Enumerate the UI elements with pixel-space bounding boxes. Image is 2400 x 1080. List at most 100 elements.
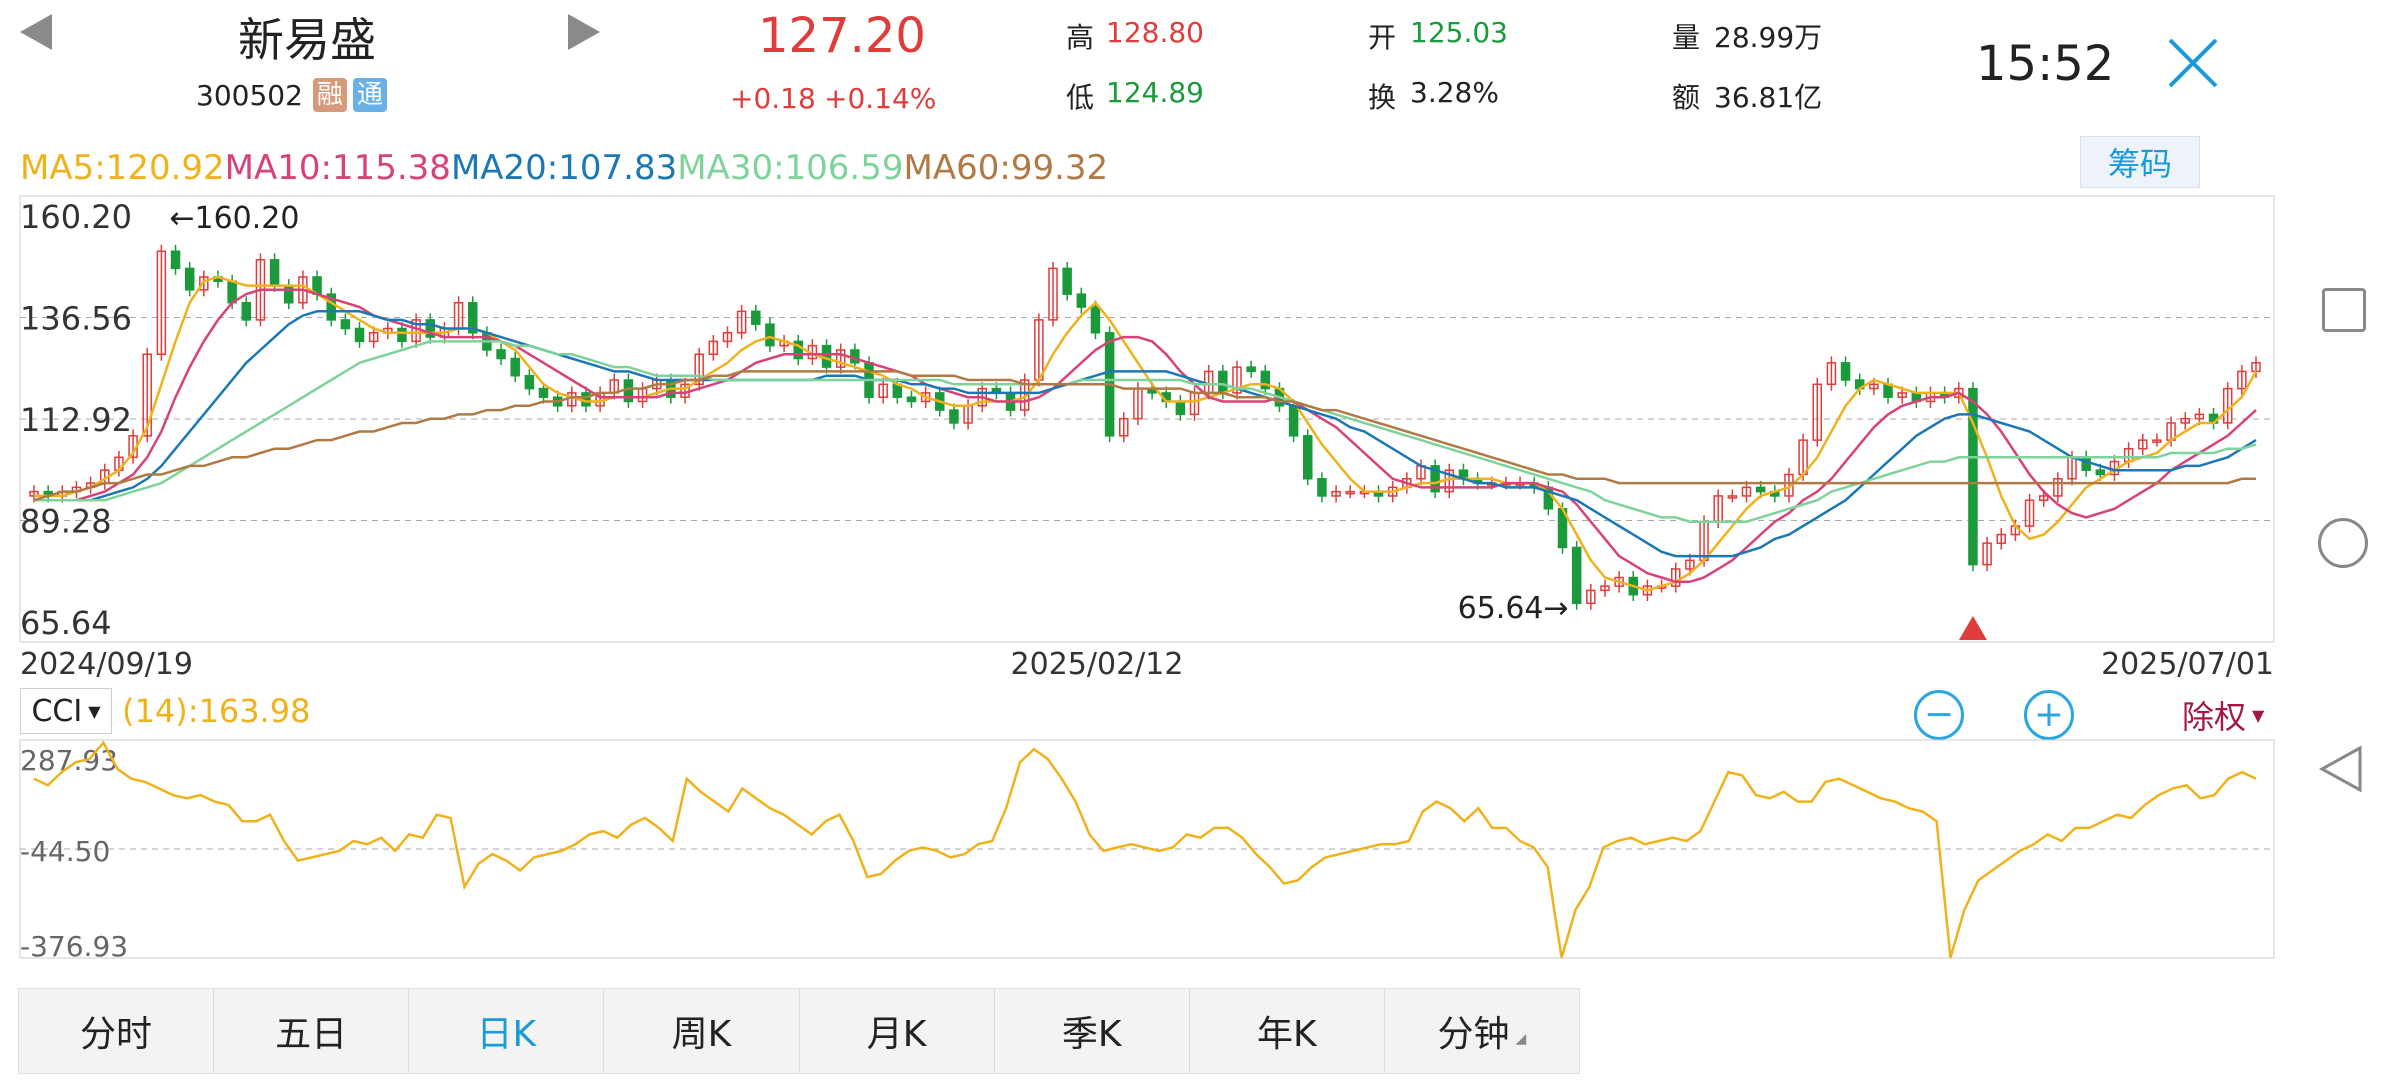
cci-chart[interactable]: 287.93 -44.50 -376.93 — [0, 736, 2290, 966]
candle-body — [1982, 542, 1992, 566]
prev-stock-arrow-icon[interactable] — [20, 14, 52, 50]
candle-body — [1670, 568, 1681, 587]
tab-minute[interactable]: 分钟 ◢ — [1385, 989, 1579, 1073]
candle-body — [1968, 387, 1978, 566]
candle-body — [736, 310, 747, 334]
candle-body — [142, 353, 152, 437]
candle-body — [1345, 490, 1355, 495]
candle-body — [199, 276, 209, 291]
tab-quarterly-k[interactable]: 季K — [995, 989, 1190, 1073]
stock-code: 300502 — [196, 78, 303, 112]
chips-button[interactable]: 筹码 — [2080, 136, 2200, 188]
recent-apps-icon[interactable] — [2322, 288, 2366, 332]
exright-selector[interactable]: 除权 ▼ — [2182, 692, 2264, 738]
ma10-line — [34, 288, 2257, 584]
candle-body — [170, 250, 181, 270]
candle-body — [340, 319, 351, 330]
turnover-value: 3.28% — [1410, 76, 1499, 109]
candle-body — [1246, 366, 1256, 373]
candle-body — [751, 310, 761, 325]
tab-yearly-k[interactable]: 年K — [1190, 989, 1385, 1073]
candle-body — [1119, 417, 1129, 437]
candle-body — [510, 357, 520, 377]
candle-body — [326, 293, 336, 321]
ma10-legend: MA10:115.38 — [224, 148, 451, 188]
candle-body — [2180, 417, 2190, 424]
candle-body — [2237, 370, 2247, 390]
candle-body — [2138, 439, 2148, 450]
candle-body — [1218, 370, 1228, 394]
candle-body — [793, 340, 804, 360]
tab-monthly-k[interactable]: 月K — [800, 989, 995, 1073]
zoom-in-button[interactable]: + — [2024, 690, 2074, 740]
volume-label: 量 — [1672, 21, 1701, 54]
x-date-label: 2024/09/19 — [20, 647, 193, 680]
candle-body — [1175, 400, 1186, 416]
price-change-pct: +0.14% — [824, 82, 937, 115]
candle-body — [184, 267, 195, 291]
candle-body — [694, 353, 704, 386]
tab-daily-k[interactable]: 日K — [409, 989, 605, 1073]
candle-body — [1019, 379, 1030, 411]
volume-value: 28.99万 — [1714, 21, 1823, 54]
cci-value: (14):163.98 — [122, 692, 311, 730]
close-icon[interactable] — [2166, 36, 2220, 90]
candle-body — [2152, 439, 2162, 443]
ma30-legend: MA30:106.59 — [677, 148, 904, 188]
indicator-selector[interactable]: CCI ▼ — [20, 688, 112, 734]
candle-body — [1812, 383, 1823, 441]
ma-legend: MA5:120.92MA10:115.38MA20:107.83MA30:106… — [20, 148, 1108, 188]
candle-body — [227, 280, 237, 304]
period-tabs: 分时 五日 日K 周K 月K 季K 年K 分钟 ◢ — [18, 988, 1580, 1074]
candle-body — [1048, 267, 1058, 321]
candle-body — [1869, 383, 1879, 390]
amount-value: 36.81亿 — [1714, 81, 1823, 114]
tab-weekly-k[interactable]: 周K — [604, 989, 800, 1073]
candle-body — [1996, 533, 2006, 544]
back-icon[interactable] — [2318, 744, 2364, 794]
ma5-line — [34, 275, 2258, 592]
candle-body — [1288, 405, 1299, 437]
corner-caret-icon: ◢ — [1515, 1031, 1527, 1047]
x-date-label: 2025/07/01 — [2101, 647, 2274, 680]
candle-body — [156, 250, 167, 356]
candle-body — [1062, 267, 1072, 295]
candle-body — [1897, 392, 1907, 398]
ma5-legend: MA5:120.92 — [20, 148, 225, 188]
tab-minute-label: 分钟 — [1437, 1014, 1510, 1055]
home-icon[interactable] — [2318, 518, 2368, 568]
stock-connect-tag: 通 — [352, 78, 387, 112]
next-stock-arrow-icon[interactable] — [568, 14, 600, 50]
clock-time: 15:52 — [1976, 36, 2115, 92]
kline-chart[interactable]: 160.20 136.56 112.92 89.28 65.64 ←160.20 65.64… — [0, 190, 2290, 680]
candle-body — [2194, 413, 2205, 420]
zoom-out-button[interactable]: − — [1914, 690, 1964, 740]
tab-five-day[interactable]: 五日 — [214, 989, 410, 1073]
candle-body — [2038, 495, 2049, 501]
cci-y-tick-label: -376.93 — [20, 930, 128, 963]
tab-intraday[interactable]: 分时 — [19, 989, 215, 1073]
min-price-annotation: 65.64→ — [1458, 591, 1569, 626]
y-tick-label: 112.92 — [20, 401, 132, 439]
y-tick-label: 65.64 — [20, 604, 112, 642]
current-price: 127.20 — [758, 8, 926, 64]
candle-body — [2095, 469, 2106, 476]
candle-body — [949, 409, 959, 424]
open-value: 125.03 — [1410, 16, 1508, 49]
y-tick-label: 160.20 — [20, 198, 132, 236]
candle-body — [1317, 478, 1327, 497]
low-label: 低 — [1066, 81, 1095, 114]
candle-body — [1685, 559, 1695, 570]
ma20-line — [34, 310, 2257, 558]
cci-y-tick-label: 287.93 — [20, 744, 118, 777]
amount-label: 额 — [1672, 81, 1701, 114]
candle-body — [835, 349, 846, 368]
open-label: 开 — [1368, 21, 1397, 54]
candle-body — [708, 340, 719, 356]
candle-body — [241, 301, 252, 321]
candle-body — [1090, 306, 1101, 334]
candle-body — [906, 396, 917, 403]
turnover-label: 换 — [1368, 81, 1397, 114]
candle-body — [397, 327, 407, 343]
candle-body — [1586, 589, 1596, 605]
